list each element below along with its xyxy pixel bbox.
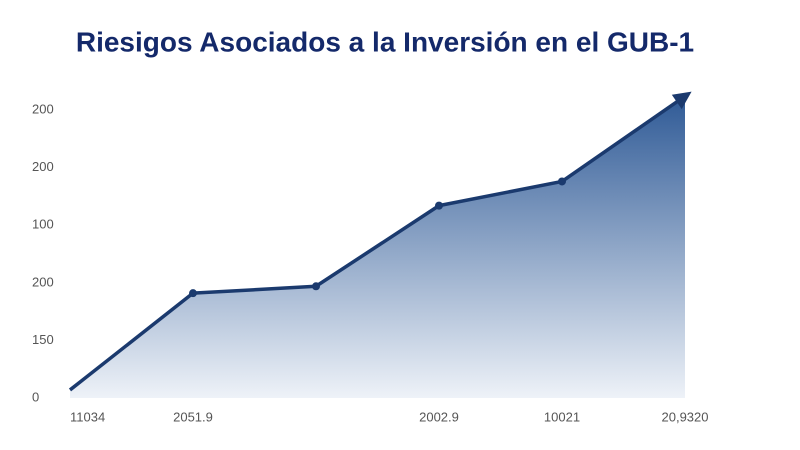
x-tick-label: 11034 — [70, 409, 105, 424]
chart-title: Riesigos Asociados a la Inversión en el … — [76, 26, 694, 57]
x-tick-label: 20,9320 — [662, 409, 709, 424]
point — [189, 289, 197, 298]
y-tick-label: 150 — [32, 332, 54, 347]
x-tick-label: 2051.9 — [173, 409, 213, 424]
point — [435, 201, 443, 210]
point — [312, 282, 320, 291]
y-tick-label: 200 — [32, 101, 54, 116]
point — [558, 177, 566, 186]
x-tick-label: 2002.9 — [419, 409, 459, 424]
x-tick-label: 10021 — [544, 409, 580, 424]
line — [68, 94, 686, 392]
y-tick-label: 200 — [32, 159, 54, 174]
y-tick-label: 0 — [32, 389, 39, 404]
y-tick-label: 100 — [32, 217, 54, 232]
y-tick-label: 200 — [32, 274, 54, 289]
arrow-head — [671, 91, 692, 110]
